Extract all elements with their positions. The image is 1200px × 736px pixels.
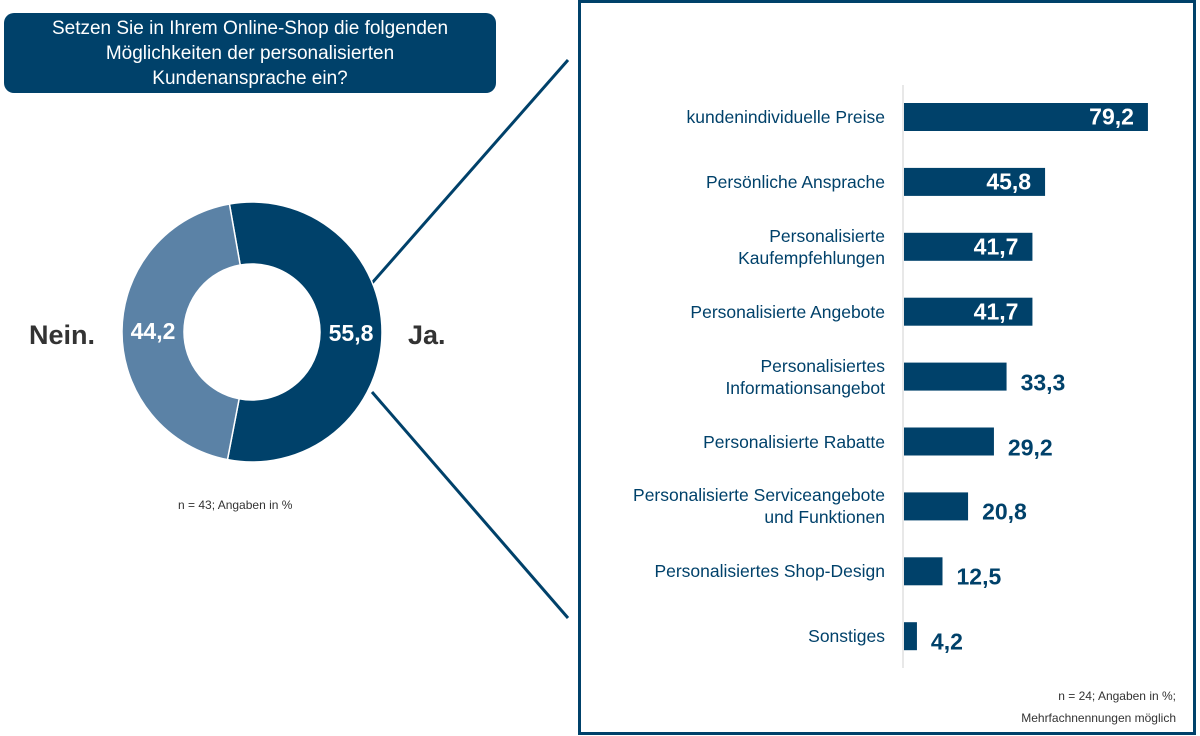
category-label: Personalisierte Kaufempfehlungen: [738, 225, 885, 268]
category-label: Personalisierte Angebote: [690, 301, 885, 322]
category-label: Sonstiges: [808, 626, 885, 647]
value-label: 20,8: [982, 498, 1027, 525]
value-label: 29,2: [1007, 434, 1053, 460]
value-label: 55,8: [329, 320, 374, 346]
bar: [904, 622, 917, 651]
category-label: Personalisiertes Informationsangebot: [725, 355, 885, 398]
donut-slice: [226, 201, 383, 463]
connector: [370, 391, 570, 619]
value-label: 12,5: [956, 563, 1002, 590]
bar: [904, 297, 1033, 326]
bar: [904, 167, 1046, 196]
note: n = 43; Angaben in %: [178, 498, 293, 512]
category-label: Persönliche Ansprache: [706, 171, 885, 192]
value-label: 41,7: [973, 298, 1019, 325]
category-label: Personalisierte Serviceangebote und Funk…: [633, 485, 885, 528]
value-label: 79,2: [1089, 103, 1134, 130]
category-label: Personalisiertes Shop-Design: [654, 561, 885, 582]
value-label: 33,3: [1020, 369, 1066, 396]
bar: [904, 362, 1007, 391]
bar: [904, 232, 1033, 261]
value-label: 41,7: [973, 233, 1019, 260]
donut-slice: [121, 203, 242, 461]
bar: [904, 427, 994, 456]
connector: [370, 59, 570, 284]
chart-title: Setzen Sie in Ihrem Online-Shop die folg…: [4, 13, 496, 93]
bar: [904, 103, 1148, 131]
value-label: 4,2: [930, 628, 963, 655]
category-label: Nein.: [29, 320, 95, 350]
category-label: kundenindividuelle Preise: [686, 107, 885, 127]
category-label: Personalisierte Rabatte: [703, 431, 885, 452]
value-label: 44,2: [131, 318, 176, 344]
bar: [904, 557, 943, 586]
panel-border: [578, 0, 1196, 735]
value-label: 45,8: [986, 168, 1032, 195]
category-label: Ja.: [408, 320, 446, 350]
note: n = 24; Angaben in %; Mehrfachnennungen …: [1021, 689, 1176, 725]
bar: [904, 492, 969, 521]
